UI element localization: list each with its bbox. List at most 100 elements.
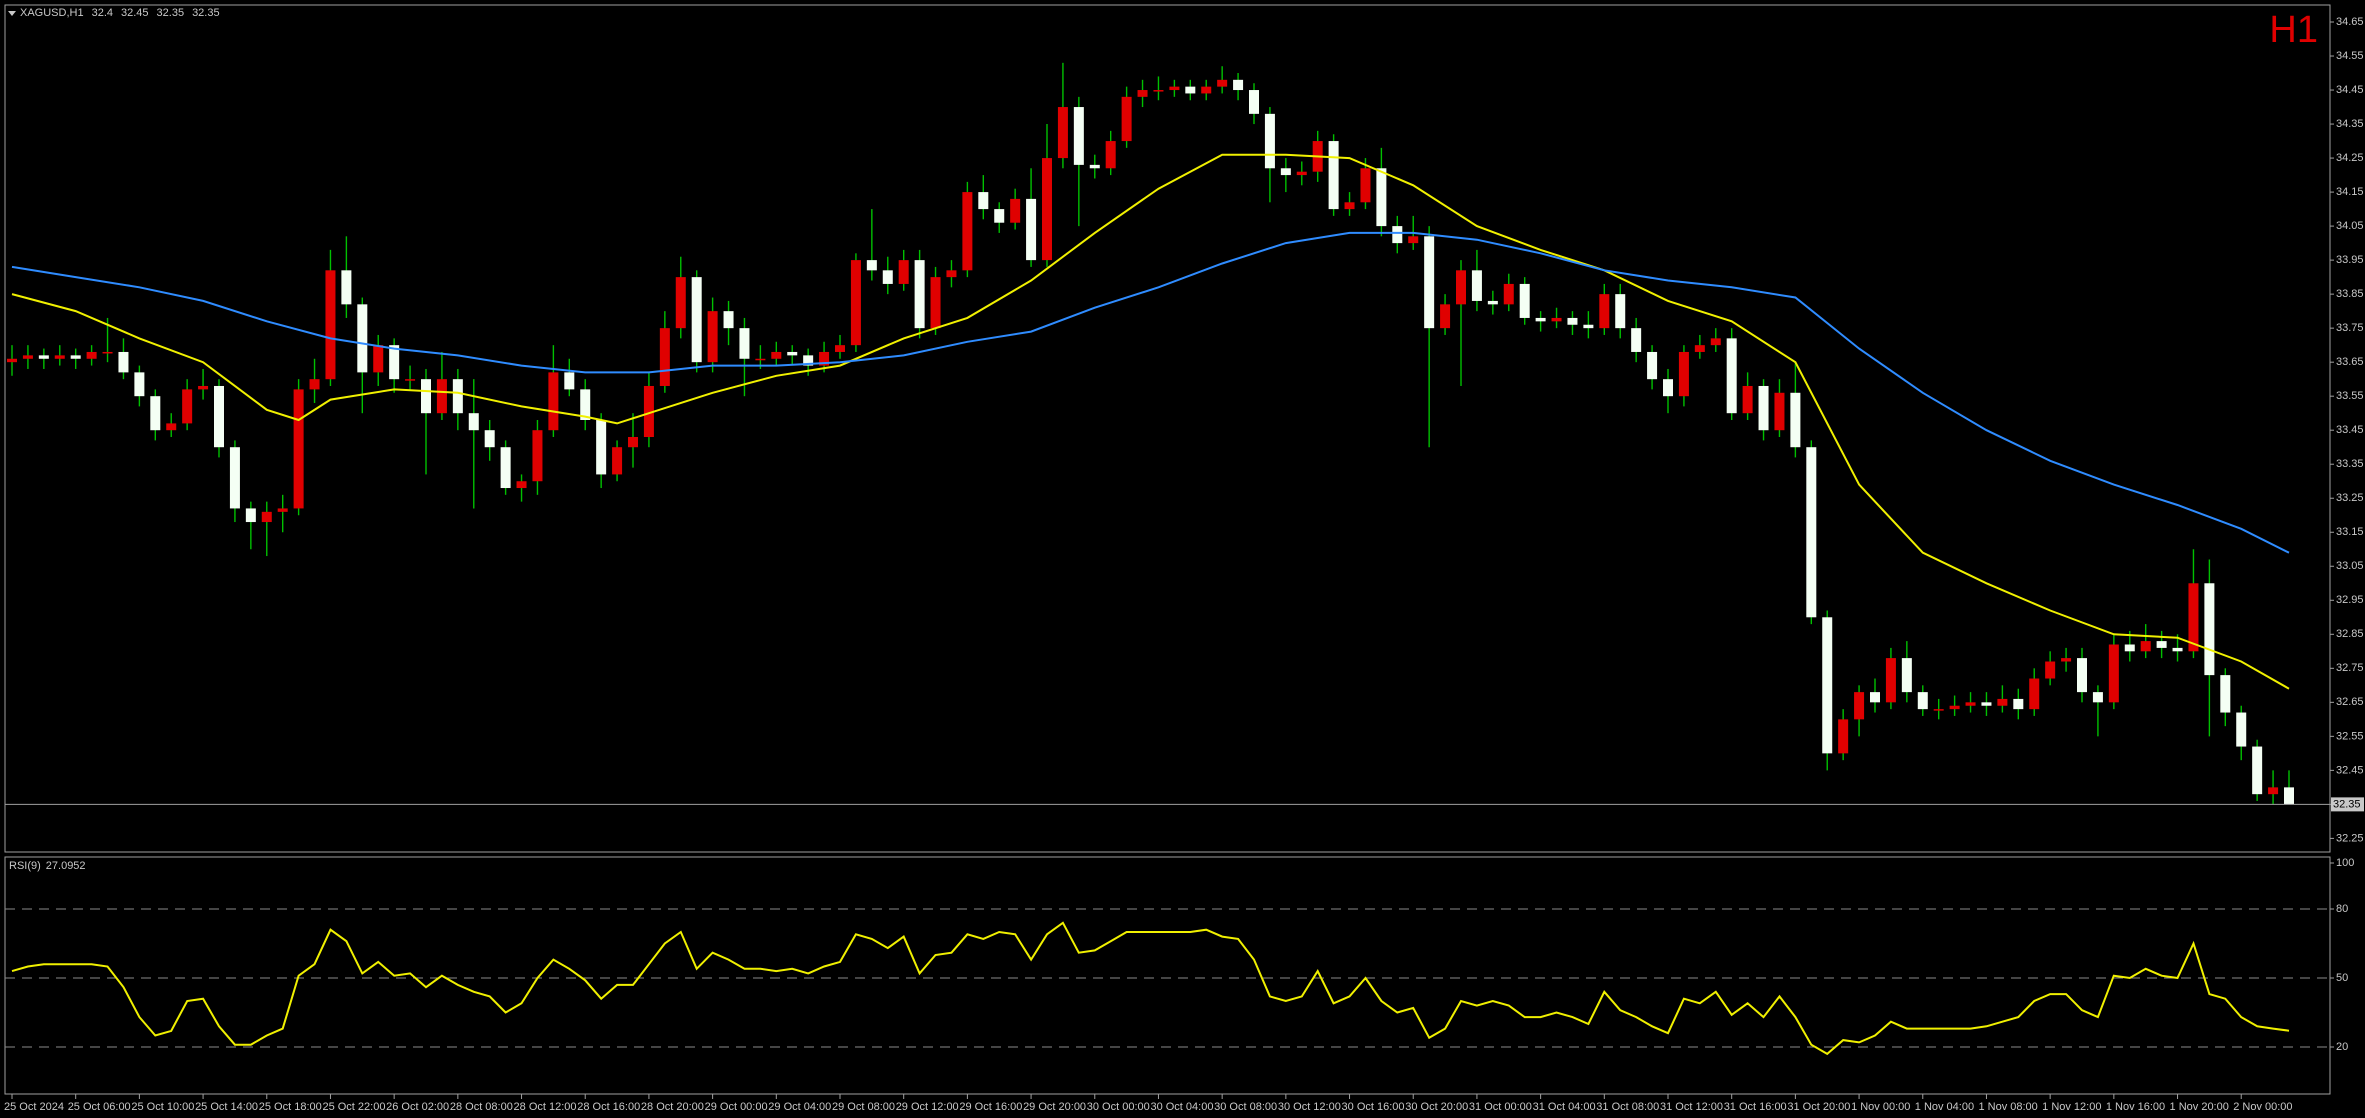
candle-body [452,379,463,414]
x-tick-label: 29 Oct 12:00 [896,1101,959,1113]
y-tick-label: 32.25 [2336,832,2364,844]
candle-body [1456,270,1466,305]
x-tick-label: 25 Oct 10:00 [131,1101,194,1113]
x-tick-label: 30 Oct 20:00 [1405,1101,1468,1113]
y-tick-label: 34.15 [2336,186,2364,198]
candle-body [198,385,209,390]
candle-body [962,192,973,271]
y-tick-label: 32.65 [2336,696,2364,708]
candle-body [2029,678,2040,710]
candle-body [755,358,766,361]
candle-body [1631,328,1642,352]
candle-body [675,277,686,329]
candle-body [484,430,495,448]
x-tick-label: 25 Oct 22:00 [322,1101,385,1113]
candle-body [1981,702,1992,706]
candle-body [2172,647,2183,652]
candle-body [2108,644,2119,703]
candle-body [1535,317,1546,322]
candle-body [2092,692,2103,703]
candle-body [2124,644,2135,652]
candle-body [54,355,65,359]
candle-body [1901,658,1912,693]
candle-body [293,389,304,509]
candle-body [38,355,49,359]
candle-body [118,351,129,373]
candle-body [1933,709,1944,711]
y-tick-label: 80 [2336,903,2348,915]
candle-body [2045,661,2056,679]
x-tick-label: 31 Oct 16:00 [1724,1101,1787,1113]
candle-body [866,260,877,271]
candle-body [1280,168,1291,176]
candle-body [1026,198,1037,261]
candle-body [1424,236,1435,329]
candle-body [1965,702,1976,706]
candle-body [1551,317,1562,322]
candle-body [7,358,17,363]
candle-body [1615,294,1626,329]
candle-body [898,260,909,284]
header-low: 32.35 [157,7,185,19]
y-tick-label: 50 [2336,972,2348,984]
candle-body [1042,158,1052,261]
candle-body [1201,86,1212,94]
chart-header: XAGUSD,H1 32.4 32.45 32.35 32.35 [20,7,220,19]
candle-body [2204,583,2215,676]
x-tick-label: 31 Oct 20:00 [1787,1101,1850,1113]
x-tick-label: 25 Oct 14:00 [195,1101,258,1113]
y-tick-label: 33.25 [2336,492,2364,504]
x-tick-label: 1 Nov 08:00 [1978,1101,2037,1113]
candle-body [1440,304,1451,329]
rsi-line [11,921,2290,1056]
candle-body [1249,90,1259,114]
x-tick-label: 30 Oct 16:00 [1342,1101,1405,1113]
candle-body [421,379,431,414]
candle-body [1870,692,1880,703]
candle-body [532,430,543,482]
candle-body [357,304,368,373]
x-tick-label: 30 Oct 08:00 [1214,1101,1277,1113]
y-tick-label: 33.95 [2336,254,2364,266]
y-tick-label: 33.35 [2336,458,2364,470]
y-tick-label: 34.35 [2336,118,2364,130]
candle-body [1599,294,1610,329]
y-tick-label: 34.65 [2336,16,2364,28]
candle-body [882,270,893,284]
candle-body [2013,698,2024,710]
x-tick-label: 25 Oct 18:00 [259,1101,322,1113]
candle-body [2220,675,2231,713]
y-tick-label: 34.55 [2336,50,2364,62]
candle-body [2061,658,2072,662]
candle-body [1838,719,1849,754]
candle-body [1647,351,1658,380]
x-tick-label: 2 Nov 00:00 [2233,1101,2292,1113]
candle-body [1949,705,1960,710]
candle-body [1885,658,1896,703]
rsi-name: RSI(9) [9,860,41,872]
x-tick-label: 1 Nov 04:00 [1915,1101,1974,1113]
candle-body [643,385,654,438]
header-open: 32.4 [92,7,113,19]
menu-arrow[interactable] [8,11,16,16]
candle-body [86,351,97,359]
candle-body [1185,86,1196,94]
candle-body [691,277,702,363]
candle-body [134,372,145,397]
candle-body [1583,324,1594,329]
candle-body [1997,698,2008,706]
candle-body [1073,107,1084,165]
candle-body [1471,270,1482,301]
candle-body [707,311,718,363]
candle-body [1169,86,1180,91]
y-tick-label: 32.85 [2336,628,2364,640]
candle-body [341,270,352,305]
candle-body [373,345,384,373]
candle-body [739,328,750,359]
candle-body [914,260,925,329]
candle-body [468,413,479,431]
y-tick-label: 33.55 [2336,390,2364,402]
candle-body [1822,617,1833,754]
timeframe-badge: H1 [2269,9,2318,51]
candle-body [771,351,782,359]
